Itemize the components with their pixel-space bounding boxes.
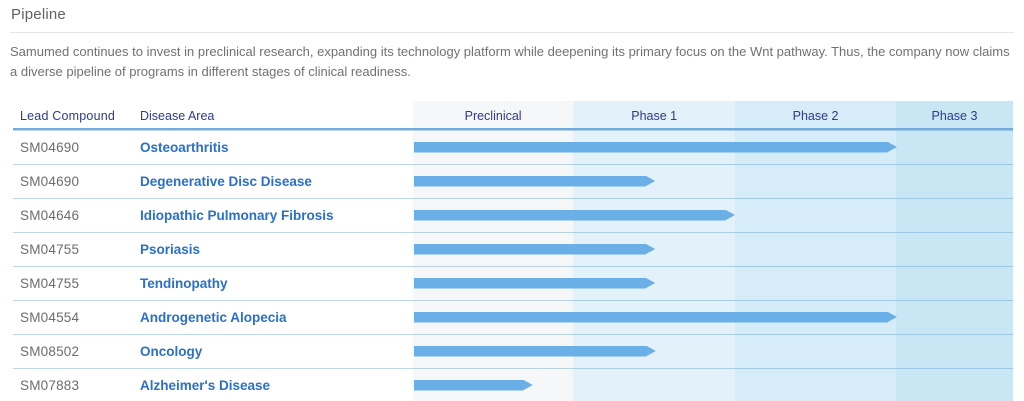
disease-area-link[interactable]: Alzheimer's Disease: [140, 377, 271, 393]
phase-stripe: [735, 334, 896, 368]
phase-stripe: [895, 130, 1013, 164]
row-phase-track: [413, 232, 1013, 266]
disease-area-link[interactable]: Osteoarthritis: [140, 139, 229, 155]
lead-compound-label: SM04690: [20, 139, 80, 155]
table-row: SM04646 Idiopathic Pulmonary Fibrosis: [13, 198, 1013, 232]
phase-header-label: Phase 3: [931, 108, 978, 123]
pipeline-chart: Lead Compound Disease Area Preclinical Ph…: [13, 101, 1013, 401]
lead-compound-label: SM04646: [20, 207, 80, 223]
phase-stripe: [573, 368, 736, 401]
phase-header-label: Preclinical: [464, 108, 522, 123]
progress-arrow-bar: [414, 278, 655, 289]
progress-arrow-bar: [414, 176, 655, 187]
pipeline-description: Samumed continues to invest in preclinic…: [10, 44, 1010, 79]
phase-header-phase-2: Phase 2: [735, 101, 896, 130]
phase-stripe: [735, 368, 896, 401]
progress-arrow-bar: [414, 142, 897, 153]
pipeline-rows: SM04690 Osteoarthritis SM04690 Degenerat…: [13, 130, 1013, 401]
lead-compound-label: SM04690: [20, 173, 80, 189]
column-header-lead-compound: Lead Compound: [20, 108, 116, 123]
column-header-disease-area: Disease Area: [140, 108, 215, 123]
progress-arrow-bar: [414, 312, 897, 323]
phase-stripe: [895, 266, 1013, 300]
phase-header-label: Phase 1: [631, 108, 678, 123]
disease-area-link[interactable]: Idiopathic Pulmonary Fibrosis: [140, 207, 334, 223]
progress-arrow-bar: [414, 210, 735, 221]
phase-stripe: [735, 198, 896, 232]
progress-arrow-bar: [414, 244, 655, 255]
table-row: SM04690 Degenerative Disc Disease: [13, 164, 1013, 198]
phase-stripe: [735, 232, 896, 266]
table-row: SM04690 Osteoarthritis: [13, 130, 1013, 164]
table-row: SM08502 Oncology: [13, 334, 1013, 368]
table-row: SM04755 Psoriasis: [13, 232, 1013, 266]
row-phase-track: [413, 130, 1013, 164]
phase-stripe: [735, 266, 896, 300]
phase-stripe: [895, 164, 1013, 198]
phase-stripe: [895, 334, 1013, 368]
table-row: SM04755 Tendinopathy: [13, 266, 1013, 300]
pipeline-header-row: Lead Compound Disease Area Preclinical Ph…: [13, 101, 1013, 130]
phase-stripe: [735, 164, 896, 198]
disease-area-link[interactable]: Androgenetic Alopecia: [140, 309, 287, 325]
disease-area-link[interactable]: Psoriasis: [140, 241, 201, 257]
phase-header-preclinical: Preclinical: [413, 101, 574, 130]
lead-compound-label: SM04755: [20, 241, 80, 257]
disease-area-link[interactable]: Degenerative Disc Disease: [140, 173, 312, 189]
lead-compound-label: SM04554: [20, 309, 80, 325]
disease-area-link[interactable]: Tendinopathy: [140, 275, 228, 291]
table-row: SM07883 Alzheimer's Disease: [13, 368, 1013, 401]
table-row: SM04554 Androgenetic Alopecia: [13, 300, 1013, 334]
lead-compound-label: SM04755: [20, 275, 80, 291]
title-divider: [10, 32, 1014, 33]
page-title: Pipeline: [11, 6, 66, 23]
row-phase-track: [413, 334, 1013, 368]
phase-header-area: Preclinical Phase 1 Phase 2 Phase 3: [413, 101, 1013, 130]
phase-header-phase-1: Phase 1: [573, 101, 736, 130]
phase-background-stripes: [413, 368, 1013, 401]
phase-stripe: [895, 198, 1013, 232]
disease-area-link[interactable]: Oncology: [140, 343, 203, 359]
progress-arrow-bar: [414, 380, 533, 391]
lead-compound-label: SM08502: [20, 343, 80, 359]
row-phase-track: [413, 198, 1013, 232]
phase-header-phase-3: Phase 3: [895, 101, 1013, 130]
row-phase-track: [413, 266, 1013, 300]
phase-header-cells: Preclinical Phase 1 Phase 2 Phase 3: [413, 101, 1013, 130]
phase-header-label: Phase 2: [792, 108, 839, 123]
phase-stripe: [895, 232, 1013, 266]
row-phase-track: [413, 300, 1013, 334]
phase-stripe: [895, 300, 1013, 334]
lead-compound-label: SM07883: [20, 377, 80, 393]
progress-arrow-bar: [414, 346, 656, 357]
phase-stripe: [895, 368, 1013, 401]
row-phase-track: [413, 164, 1013, 198]
row-phase-track: [413, 368, 1013, 401]
